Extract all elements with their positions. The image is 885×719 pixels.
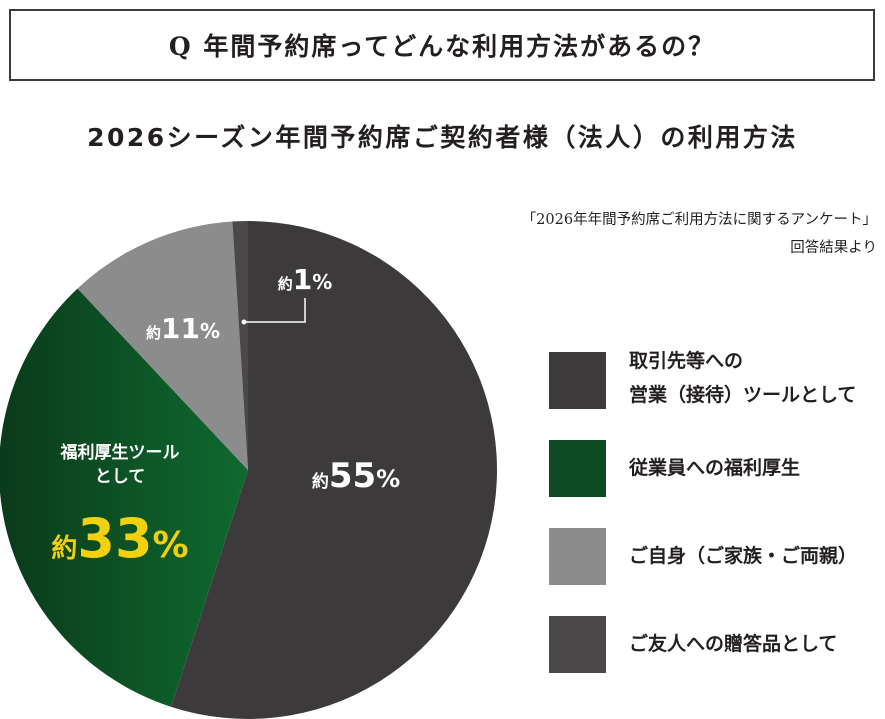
legend-label-welfare: 従業員への福利厚生 <box>629 457 801 479</box>
data-label-welfare-prefix: 約 <box>51 533 77 564</box>
source-line-1: 「2026年年間予約席ご利用方法に関するアンケート」 <box>521 212 877 228</box>
source-note: 「2026年年間予約席ご利用方法に関するアンケート」 回答結果より <box>357 206 877 262</box>
data-label-welfare-unit: % <box>153 525 189 566</box>
data-label-self-prefix: 約 <box>146 324 161 342</box>
legend-swatch-sales <box>549 352 606 409</box>
legend-label-gift: ご友人への贈答品として <box>629 633 838 655</box>
data-label-gift-value: 1 <box>293 263 312 296</box>
data-label-self-value: 11 <box>161 312 200 345</box>
data-label-welfare: 約33% <box>51 507 188 570</box>
source-line-2: 回答結果より <box>790 240 877 256</box>
data-label-welfare-caption-2-text: として <box>95 467 146 487</box>
data-label-gift: 約1% <box>278 263 333 296</box>
data-label-welfare-caption-1: 福利厚生ツール <box>60 442 180 463</box>
question-box: Q 年間予約席ってどんな利用方法があるの？ <box>9 9 875 81</box>
data-label-sales-unit: % <box>376 465 400 493</box>
data-label-sales: 約55% <box>312 456 400 496</box>
question-text: Q 年間予約席ってどんな利用方法があるの？ <box>168 32 716 61</box>
leader-line-gift <box>244 298 306 323</box>
legend-label-self: ご自身（ご家族・ご両親） <box>629 545 858 567</box>
legend-label-sales-line1: 取引先等への <box>629 350 744 372</box>
legend-swatch-gift <box>549 616 606 673</box>
slice-self <box>77 221 249 470</box>
legend-swatch-self <box>549 528 606 585</box>
data-label-welfare-caption-2: として <box>95 467 146 487</box>
leader-dot-gift <box>241 319 247 325</box>
data-label-sales-value: 55 <box>329 456 376 496</box>
slice-gift <box>232 221 248 470</box>
slice-welfare <box>0 288 248 707</box>
data-label-self-unit: % <box>200 319 220 343</box>
data-label-welfare-value: 33 <box>77 507 152 570</box>
chart-title: 2026シーズン年間予約席ご契約者様（法人）の利用方法 <box>87 123 798 152</box>
legend-label-sales-line2: 営業（接待）ツールとして <box>629 384 857 406</box>
slice-sales <box>171 221 498 719</box>
legend-swatch-welfare <box>549 440 606 497</box>
data-label-welfare-caption-1-text: 福利厚生ツール <box>60 442 180 463</box>
data-label-gift-unit: % <box>312 270 332 294</box>
data-label-gift-prefix: 約 <box>278 275 293 293</box>
data-label-sales-prefix: 約 <box>312 471 329 492</box>
data-label-self: 約11% <box>146 312 220 345</box>
